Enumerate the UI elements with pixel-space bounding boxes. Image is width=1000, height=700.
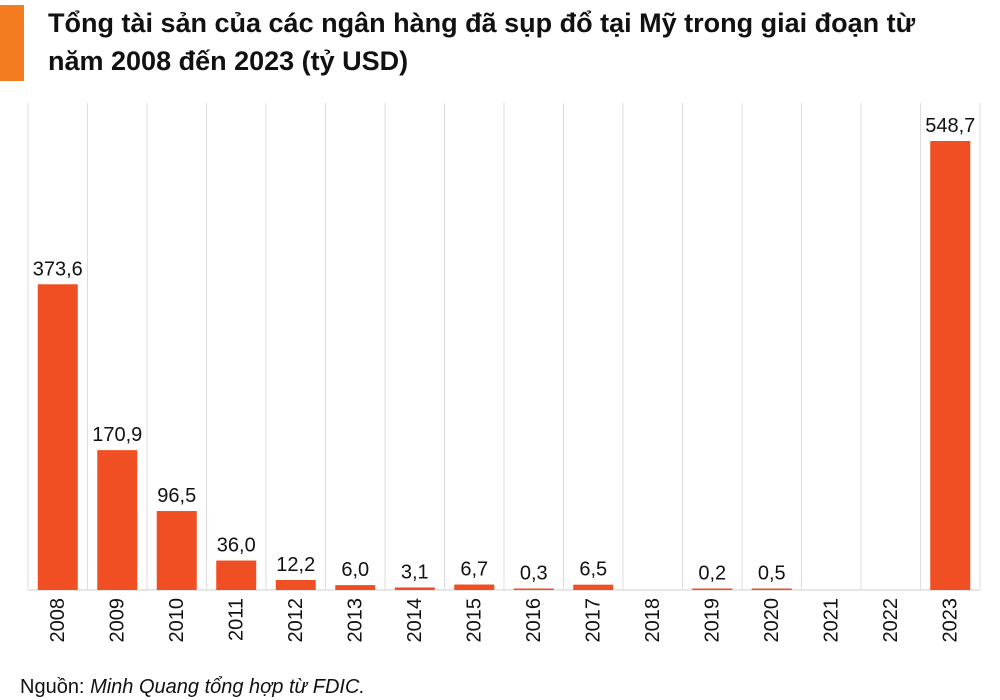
bar-2013 — [335, 585, 376, 590]
bar-2017 — [573, 584, 614, 590]
bar-2008 — [37, 284, 78, 590]
x-tick-label-2014: 2014 — [404, 598, 426, 643]
data-label-2011: 36,0 — [217, 535, 256, 557]
x-tick-label-2019: 2019 — [701, 598, 723, 643]
x-tick-label-2021: 2021 — [820, 598, 842, 643]
data-label-2020: 0,5 — [758, 563, 786, 585]
data-label-2013: 6,0 — [341, 559, 369, 581]
x-tick-label-2022: 2022 — [880, 598, 902, 643]
source-note: Nguồn: Minh Quang tổng hợp từ FDIC. — [20, 676, 365, 698]
x-tick-label-2013: 2013 — [344, 598, 366, 643]
data-label-2015: 6,7 — [460, 559, 488, 581]
data-label-2009: 170,9 — [92, 424, 142, 446]
bar-2012 — [275, 580, 316, 590]
data-label-2010: 96,5 — [157, 485, 196, 507]
x-tick-label-2011: 2011 — [225, 598, 247, 641]
bar-2020 — [751, 588, 792, 590]
bar-2009 — [97, 450, 138, 590]
chart-title: Tổng tài sản của các ngân hàng đã sụp đổ… — [48, 8, 916, 76]
bar-2019 — [692, 588, 733, 590]
x-tick-label-2010: 2010 — [166, 598, 188, 643]
x-tick-label-2023: 2023 — [939, 598, 961, 643]
bar-2016 — [513, 588, 554, 590]
x-tick-label-2016: 2016 — [523, 598, 545, 643]
data-label-2016: 0,3 — [520, 563, 548, 585]
data-label-2017: 6,5 — [579, 559, 607, 581]
bar-2015 — [454, 584, 495, 590]
x-tick-label-2008: 2008 — [47, 598, 69, 643]
data-label-2008: 373,6 — [33, 258, 83, 280]
data-label-2014: 3,1 — [401, 561, 429, 583]
data-label-2023: 548,7 — [925, 115, 975, 137]
x-tick-label-2017: 2017 — [582, 598, 604, 643]
x-tick-label-2015: 2015 — [463, 598, 485, 643]
bar-2023 — [930, 141, 971, 590]
x-tick-label-2018: 2018 — [642, 598, 664, 643]
data-label-2012: 12,2 — [276, 554, 315, 576]
source-prefix: Nguồn: — [20, 676, 91, 698]
x-tick-label-2009: 2009 — [106, 598, 128, 643]
data-label-2019: 0,2 — [698, 563, 726, 585]
bar-2014 — [394, 587, 435, 590]
bar-2011 — [216, 560, 257, 590]
source-text: Minh Quang tổng hợp từ FDIC. — [90, 676, 365, 698]
x-tick-label-2012: 2012 — [285, 598, 307, 643]
x-tick-label-2020: 2020 — [761, 598, 783, 643]
title-accent-bar — [0, 5, 24, 81]
bar-2010 — [156, 511, 197, 590]
